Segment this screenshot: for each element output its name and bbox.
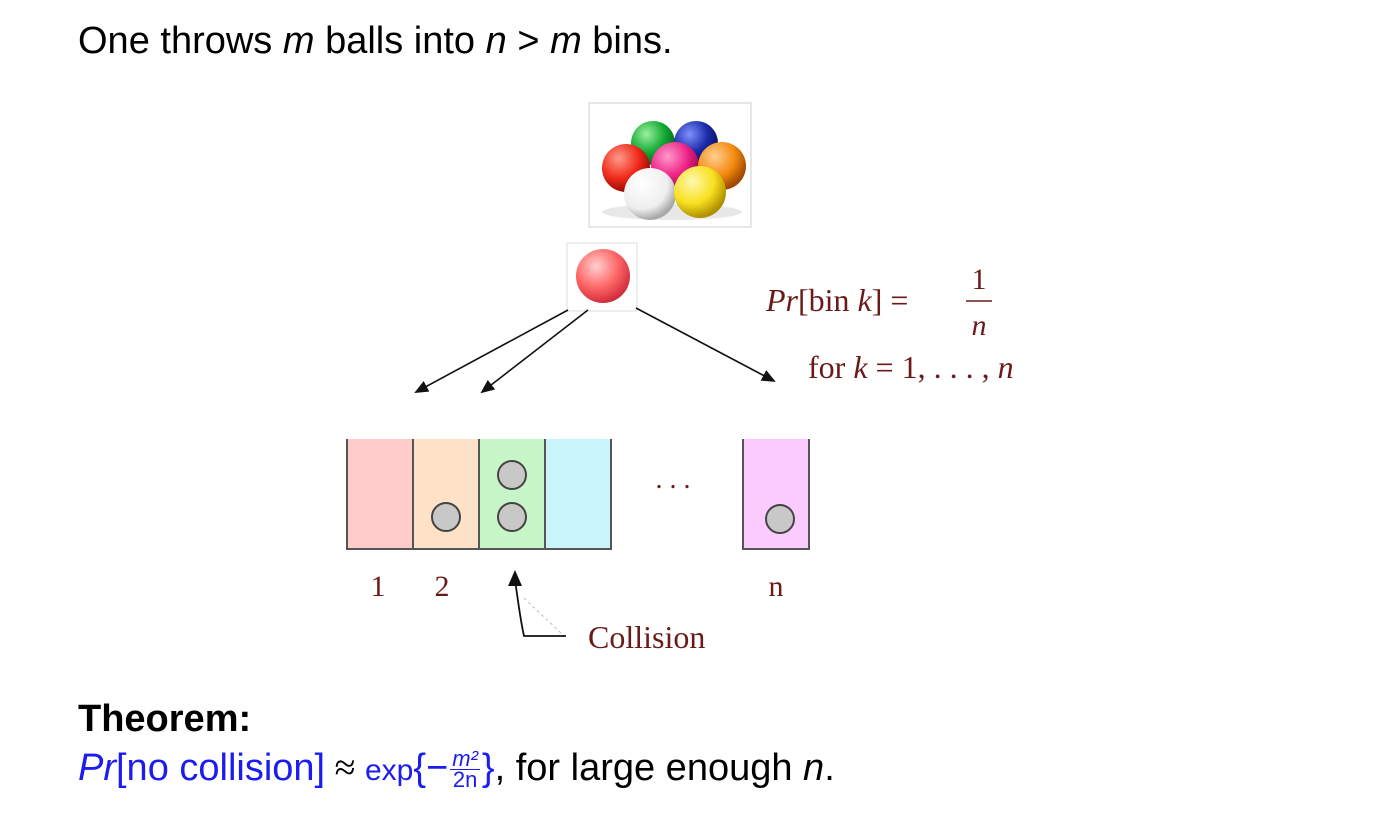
heading-var-m: m	[550, 20, 582, 62]
bin-outlines	[346, 439, 810, 550]
single-ball	[576, 249, 630, 303]
balls-image	[588, 102, 752, 228]
prob-label: Pr[bin k] =	[765, 282, 908, 318]
theorem-frac-den: 2n	[452, 767, 478, 793]
bin-ball	[765, 504, 795, 534]
prob-denominator: n	[972, 309, 987, 342]
theorem-brace-open: {−	[413, 747, 449, 789]
collision-pointer	[508, 570, 566, 637]
collision-arrow	[514, 579, 566, 637]
collision-guide	[523, 597, 563, 635]
bins-ellipsis: . . .	[656, 464, 691, 495]
heading-text: balls into	[314, 20, 486, 62]
collision-label: Collision	[588, 619, 705, 655]
probability-formula: Pr[bin k] = 1 n for k = 1, . . . , n	[765, 263, 1014, 385]
theorem-brace-close: }	[481, 747, 495, 789]
theorem-approx: ≈	[325, 747, 365, 789]
heading-var-m: m	[282, 20, 315, 62]
heading-text: One throws	[78, 20, 283, 62]
prob-numerator: 1	[972, 263, 987, 296]
theorem-frac-num: m²	[450, 746, 480, 772]
bin-1	[347, 439, 413, 549]
theorem-exp: exp{− m² 2n}	[364, 746, 495, 793]
bin-ball	[497, 502, 527, 532]
theorem-tail: , for large enough	[494, 747, 804, 789]
theorem-var-n: n	[803, 747, 825, 789]
bin-2	[413, 439, 479, 549]
theorem-title: Theorem:	[78, 698, 252, 740]
single-ball-image	[566, 242, 638, 312]
theorem-end: .	[824, 747, 835, 789]
arrow-to-bin-n	[635, 307, 776, 382]
bin-label-2: 2	[435, 570, 450, 603]
heading-gt: >	[506, 20, 551, 62]
theorem-fraction: m² 2n	[450, 746, 480, 793]
arrow-to-bin-2	[480, 309, 589, 394]
theorem-statement: Pr[no collision] ≈ exp{− m² 2n}, for large…	[78, 746, 835, 793]
bin-label-n: n	[769, 570, 784, 603]
heading: One throws m balls into n > m bins.	[78, 20, 673, 63]
heading-var-n: n	[485, 20, 507, 62]
theorem-formula: Pr[no collision]	[78, 747, 325, 789]
for-range: for k = 1, . . . , n	[808, 349, 1014, 385]
bin-ball	[497, 460, 527, 490]
bin-3	[479, 439, 545, 549]
bin-ball	[431, 502, 461, 532]
theorem-exp-label: exp	[364, 754, 414, 787]
collision-arrowhead	[508, 570, 522, 586]
arrow-to-bin-1	[414, 309, 569, 393]
bin-4	[545, 439, 611, 549]
heading-text: bins.	[581, 20, 673, 62]
theorem-pr: Pr	[78, 747, 116, 789]
white-ball	[624, 168, 676, 220]
yellow-ball	[674, 166, 726, 218]
theorem-event: [no collision]	[116, 747, 326, 789]
bin-label-1: 1	[371, 570, 386, 603]
bins	[346, 439, 810, 550]
